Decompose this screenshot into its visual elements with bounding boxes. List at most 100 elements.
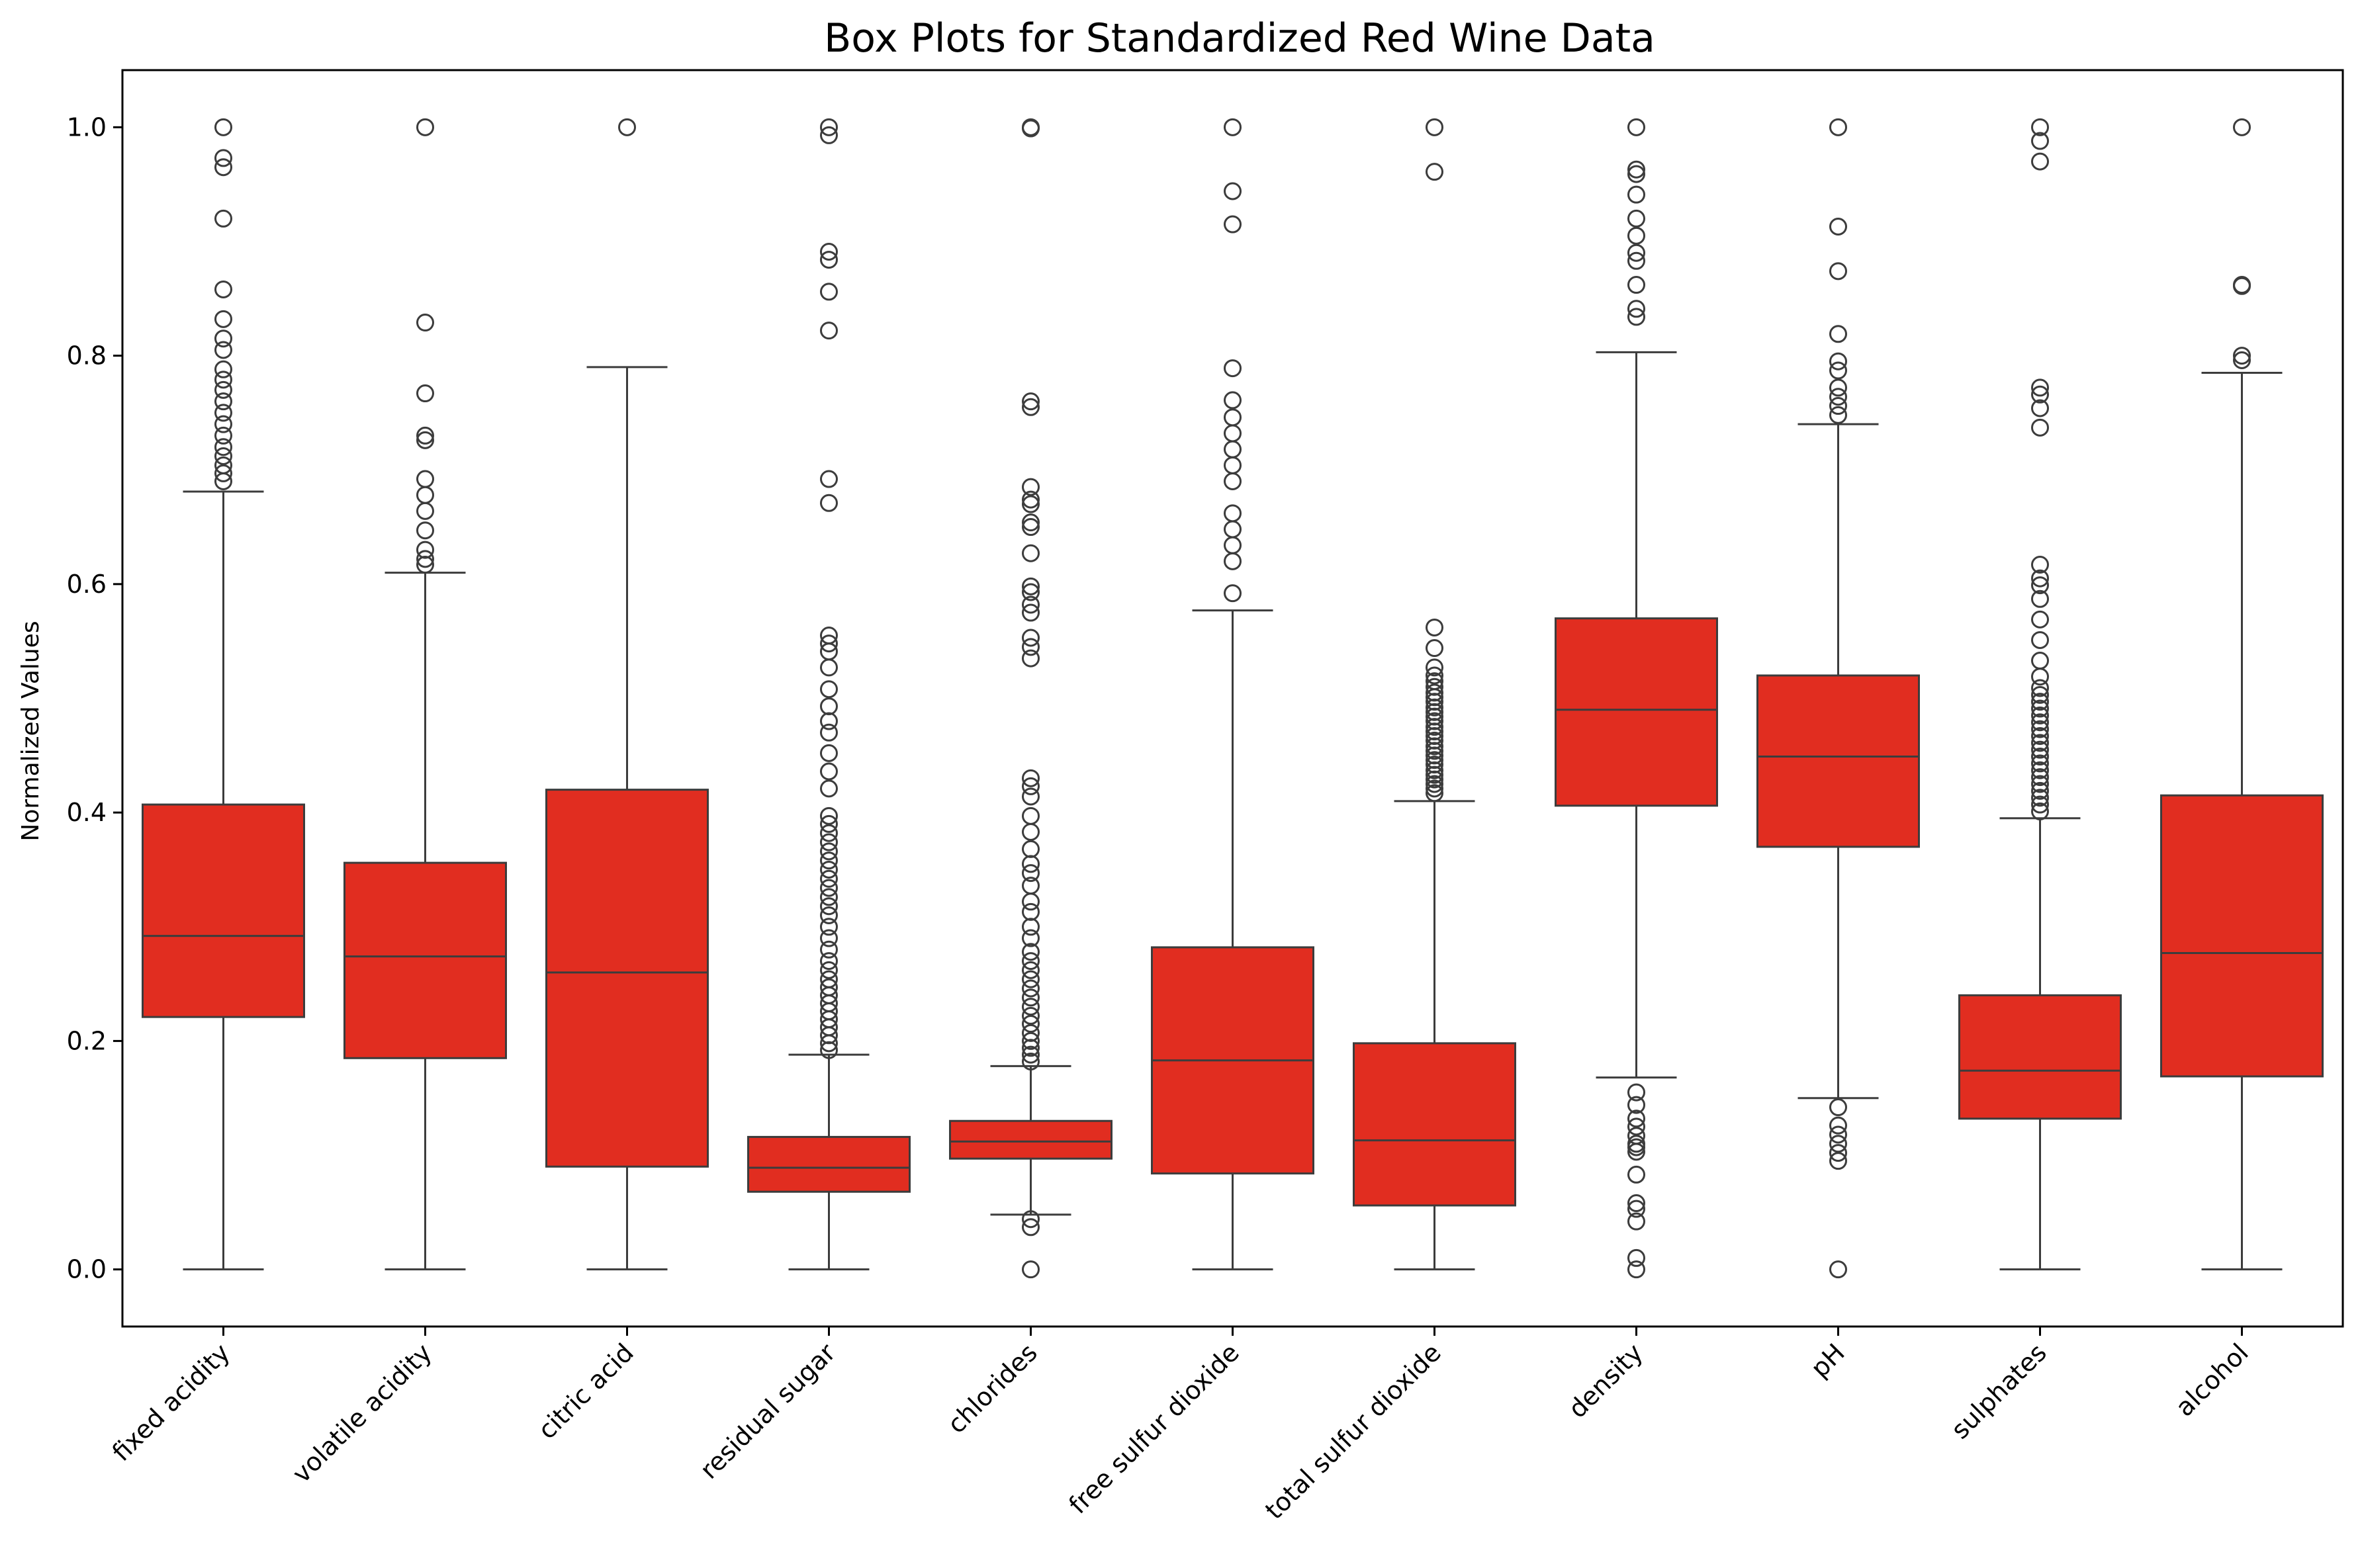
outlier-point [416, 521, 434, 540]
outlier-point [1829, 1152, 1847, 1170]
outlier-point [2031, 754, 2049, 773]
outlier-point [1829, 1125, 1847, 1144]
outlier-point [1022, 902, 1040, 921]
y-tick-label: 1.0 [67, 112, 107, 142]
outlier-point [1627, 226, 1645, 245]
outlier-point [1022, 1218, 1040, 1237]
outlier-point [1426, 118, 1443, 136]
outlier-point [820, 970, 838, 988]
outlier-point [820, 929, 838, 947]
outlier-point [820, 118, 838, 136]
outlier-point [416, 556, 434, 574]
outlier-point [214, 280, 232, 298]
outlier-point [2031, 556, 2049, 574]
outlier-point [1426, 712, 1443, 730]
outlier-point [820, 879, 838, 897]
outlier-point [1627, 118, 1645, 136]
outlier-point [1022, 970, 1040, 988]
outlier-point [1022, 929, 1040, 947]
outlier-point [820, 779, 838, 798]
outlier-point [1829, 397, 1847, 415]
outlier-point [820, 897, 838, 916]
outlier-point [1022, 855, 1040, 873]
outlier-point [2233, 347, 2251, 365]
outlier-point [416, 541, 434, 559]
outlier-point [214, 380, 232, 399]
outlier-point [1627, 251, 1645, 270]
outlier-point [1426, 756, 1443, 774]
iqr-box [949, 1119, 1113, 1160]
outlier-point [1627, 1194, 1645, 1213]
outlier-point [820, 918, 838, 936]
y-tick-label: 0.6 [67, 570, 107, 599]
outlier-point [2031, 399, 2049, 417]
outlier-point [1224, 215, 1242, 234]
outlier-point [1022, 777, 1040, 795]
outlier-point [214, 149, 232, 167]
outlier-point [1829, 406, 1847, 424]
outlier-point [2031, 748, 2049, 766]
outlier-point [1022, 998, 1040, 1016]
outlier-point [1829, 1260, 1847, 1279]
outlier-point [820, 906, 838, 925]
outlier-point [2031, 781, 2049, 800]
outlier-point [2031, 775, 2049, 793]
outlier-point [1829, 378, 1847, 397]
outlier-point [820, 952, 838, 971]
outlier-point [214, 329, 232, 348]
outlier-point [2031, 589, 2049, 608]
outlier-point [1022, 961, 1040, 979]
outlier-point [1022, 495, 1040, 513]
iqr-box [1353, 1042, 1516, 1207]
iqr-box [2160, 794, 2324, 1078]
outlier-point [1829, 218, 1847, 236]
outlier-point [1022, 769, 1040, 787]
outlier-point [1426, 731, 1443, 750]
outlier-point [1022, 490, 1040, 509]
outlier-point [1022, 629, 1040, 647]
outlier-point [416, 118, 434, 136]
outlier-point [1022, 952, 1040, 971]
outlier-point [1627, 276, 1645, 294]
outlier-point [2031, 132, 2049, 150]
outlier-point [1829, 1135, 1847, 1153]
outlier-point [820, 860, 838, 879]
outlier-point [820, 806, 838, 825]
outlier-point [416, 470, 434, 488]
outlier-point [1426, 658, 1443, 677]
outlier-point [2031, 726, 2049, 745]
outlier-point [1627, 1212, 1645, 1231]
outlier-point [1022, 398, 1040, 416]
outlier-point [820, 961, 838, 979]
iqr-box [1555, 617, 1718, 807]
outlier-point [1022, 603, 1040, 622]
outlier-point [820, 814, 838, 833]
outlier-point [1426, 761, 1443, 779]
outlier-point [2031, 385, 2049, 404]
outlier-point [1022, 864, 1040, 883]
outlier-point [2031, 768, 2049, 787]
outlier-point [1627, 185, 1645, 204]
outlier-point [1426, 779, 1443, 798]
y-tick-label: 0.8 [67, 341, 107, 370]
outlier-point [820, 978, 838, 996]
outlier-point [1022, 1210, 1040, 1229]
outlier-point [214, 447, 232, 466]
outlier-point [214, 392, 232, 411]
outlier-point [1426, 639, 1443, 658]
outlier-point [820, 824, 838, 842]
outlier-point [2031, 761, 2049, 779]
outlier-point [1224, 584, 1242, 603]
outlier-point [1426, 163, 1443, 181]
outlier-point [1022, 577, 1040, 595]
outlier-point [1426, 737, 1443, 756]
outlier-point [1627, 300, 1645, 318]
outlier-point [1627, 1199, 1645, 1218]
outlier-point [1224, 359, 1242, 378]
outlier-point [1022, 649, 1040, 668]
outlier-point [416, 431, 434, 449]
iqr-box [142, 803, 305, 1018]
outlier-point [1426, 672, 1443, 691]
plot-frame [121, 69, 2344, 1328]
outlier-point [1426, 618, 1443, 636]
